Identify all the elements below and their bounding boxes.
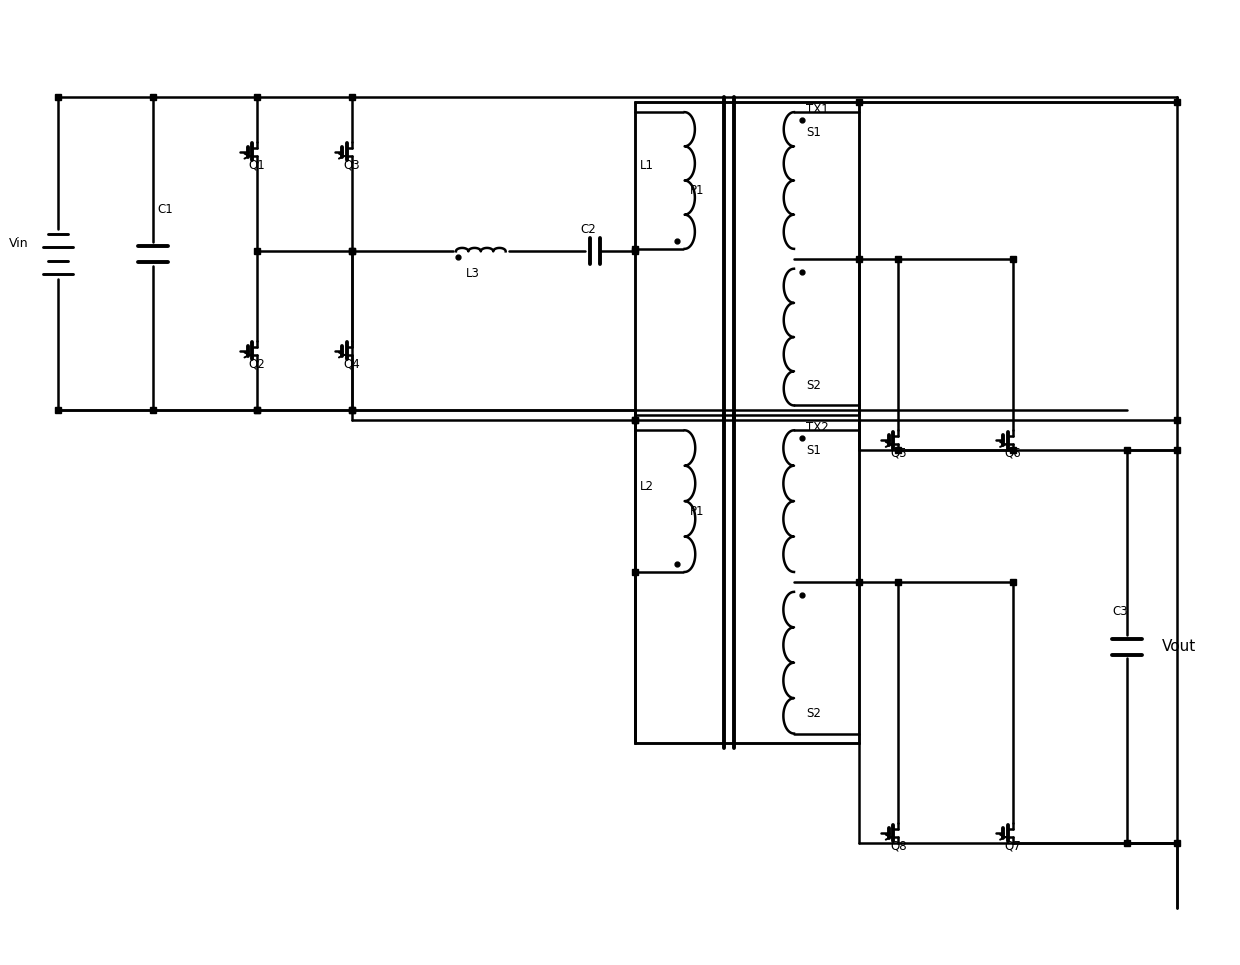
Text: C2: C2 <box>580 223 596 236</box>
Text: TX2: TX2 <box>806 421 828 434</box>
Text: L3: L3 <box>466 266 480 280</box>
Text: Q8: Q8 <box>890 840 906 852</box>
Text: L2: L2 <box>640 480 653 493</box>
Text: L1: L1 <box>640 159 653 172</box>
Text: Q4: Q4 <box>343 357 360 371</box>
Text: Vin: Vin <box>9 237 29 250</box>
Text: P1: P1 <box>689 505 704 517</box>
Bar <box>635 421 858 743</box>
Text: Vout: Vout <box>1162 639 1197 654</box>
Text: P1: P1 <box>689 184 704 197</box>
Text: Q1: Q1 <box>249 158 265 172</box>
Text: S2: S2 <box>806 379 821 392</box>
Text: Q7: Q7 <box>1004 840 1021 852</box>
Text: Q6: Q6 <box>1004 447 1021 459</box>
Bar <box>635 102 858 415</box>
Text: S1: S1 <box>806 444 821 456</box>
Text: Q5: Q5 <box>890 447 906 459</box>
Text: S2: S2 <box>806 707 821 720</box>
Text: TX1: TX1 <box>806 102 828 116</box>
Text: C3: C3 <box>1112 605 1127 619</box>
Text: C1: C1 <box>157 203 174 215</box>
Text: Q2: Q2 <box>249 357 265 371</box>
Text: S1: S1 <box>806 125 821 139</box>
Text: Q3: Q3 <box>343 158 360 172</box>
